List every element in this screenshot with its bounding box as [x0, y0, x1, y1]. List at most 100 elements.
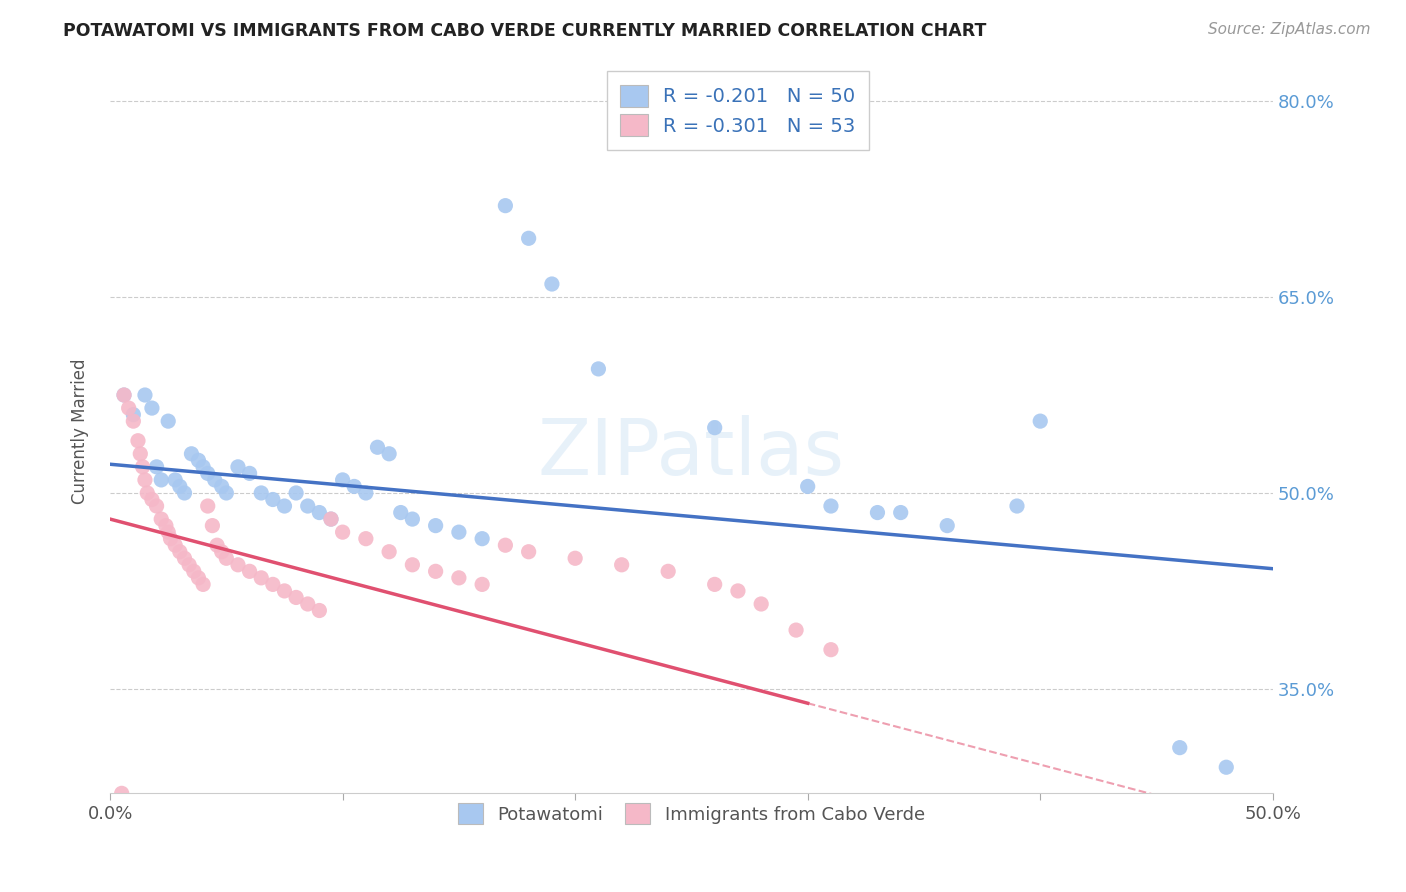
Point — [226, 459, 249, 474]
Point — [204, 473, 226, 487]
Point — [541, 277, 564, 291]
Point — [134, 473, 156, 487]
Point — [297, 499, 319, 513]
Point — [141, 492, 163, 507]
Point — [157, 525, 180, 540]
Point — [727, 583, 749, 598]
Point — [187, 453, 209, 467]
Point — [447, 571, 470, 585]
Point — [118, 401, 141, 415]
Point — [354, 486, 377, 500]
Point — [343, 479, 366, 493]
Point — [250, 486, 273, 500]
Point — [703, 577, 725, 591]
Point — [366, 440, 388, 454]
Point — [1029, 414, 1052, 428]
Point — [122, 414, 145, 428]
Y-axis label: Currently Married: Currently Married — [72, 359, 89, 504]
Point — [273, 499, 295, 513]
Point — [866, 506, 889, 520]
Point — [112, 388, 135, 402]
Point — [136, 486, 159, 500]
Point — [471, 577, 494, 591]
Point — [1168, 740, 1191, 755]
Point — [425, 565, 447, 579]
Point — [183, 565, 205, 579]
Point — [191, 577, 214, 591]
Point — [165, 473, 187, 487]
Point — [215, 551, 238, 566]
Point — [332, 525, 354, 540]
Point — [191, 459, 214, 474]
Point — [447, 525, 470, 540]
Point — [179, 558, 201, 572]
Point — [354, 532, 377, 546]
Point — [173, 551, 195, 566]
Point — [211, 479, 233, 493]
Point — [197, 467, 219, 481]
Point — [517, 231, 540, 245]
Point — [564, 551, 586, 566]
Point — [262, 577, 284, 591]
Point — [239, 467, 262, 481]
Point — [131, 459, 153, 474]
Point — [785, 623, 807, 637]
Point — [820, 642, 842, 657]
Point — [112, 388, 135, 402]
Point — [165, 538, 187, 552]
Point — [173, 486, 195, 500]
Point — [425, 518, 447, 533]
Point — [796, 479, 818, 493]
Point — [141, 401, 163, 415]
Point — [262, 492, 284, 507]
Point — [890, 506, 912, 520]
Point — [389, 506, 412, 520]
Point — [145, 459, 167, 474]
Point — [401, 512, 423, 526]
Point — [127, 434, 149, 448]
Point — [308, 506, 330, 520]
Point — [936, 518, 959, 533]
Point — [111, 786, 134, 800]
Point — [239, 565, 262, 579]
Point — [297, 597, 319, 611]
Point — [197, 499, 219, 513]
Point — [332, 473, 354, 487]
Point — [150, 473, 173, 487]
Point — [285, 591, 308, 605]
Point — [201, 518, 224, 533]
Point — [150, 512, 173, 526]
Point — [517, 545, 540, 559]
Point — [169, 479, 191, 493]
Text: POTAWATOMI VS IMMIGRANTS FROM CABO VERDE CURRENTLY MARRIED CORRELATION CHART: POTAWATOMI VS IMMIGRANTS FROM CABO VERDE… — [63, 22, 987, 40]
Point — [1215, 760, 1237, 774]
Text: Source: ZipAtlas.com: Source: ZipAtlas.com — [1208, 22, 1371, 37]
Point — [205, 538, 228, 552]
Point — [169, 545, 191, 559]
Point — [159, 532, 181, 546]
Point — [157, 414, 180, 428]
Point — [211, 545, 233, 559]
Point — [471, 532, 494, 546]
Point — [180, 447, 202, 461]
Point — [134, 388, 156, 402]
Point — [155, 518, 177, 533]
Point — [319, 512, 342, 526]
Point — [820, 499, 842, 513]
Point — [1005, 499, 1028, 513]
Point — [657, 565, 679, 579]
Point — [319, 512, 342, 526]
Point — [226, 558, 249, 572]
Point — [273, 583, 295, 598]
Point — [494, 199, 516, 213]
Point — [145, 499, 167, 513]
Point — [215, 486, 238, 500]
Point — [610, 558, 633, 572]
Point — [250, 571, 273, 585]
Point — [187, 571, 209, 585]
Point — [401, 558, 423, 572]
Point — [378, 447, 401, 461]
Text: ZIPatlas: ZIPatlas — [538, 415, 845, 491]
Point — [122, 408, 145, 422]
Point — [308, 603, 330, 617]
